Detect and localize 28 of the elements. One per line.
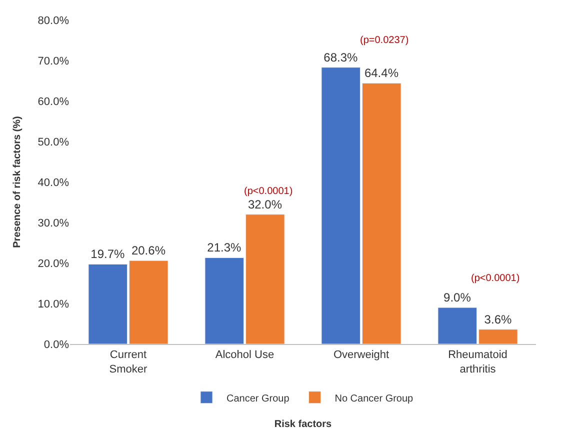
y-tick-label: 20.0% — [38, 258, 70, 270]
y-tick-label: 30.0% — [38, 217, 70, 230]
data-label: 64.4% — [364, 66, 399, 80]
y-axis-title: Presence of risk factors (%) — [12, 116, 23, 248]
annotation: (p<0.0001) — [244, 186, 293, 197]
y-tick-label: 40.0% — [38, 176, 70, 189]
x-axis-title: Risk factors — [274, 419, 332, 430]
annotation: (p<0.0001) — [471, 273, 520, 284]
data-label: 21.3% — [207, 240, 242, 255]
x-tick-label: Rheumatoid arthritis — [448, 349, 508, 376]
y-tick-label: 10.0% — [38, 298, 70, 310]
y-tick-label: 80.0% — [38, 14, 70, 27]
annotation: (p=0.0237) — [360, 35, 409, 46]
data-label: 3.6% — [484, 312, 512, 326]
y-tick-label: 0.0% — [44, 338, 70, 351]
y-tick-label: 60.0% — [38, 96, 70, 108]
data-label: 20.6% — [131, 244, 166, 258]
data-label: 19.7% — [90, 247, 126, 262]
data-label: 9.0% — [444, 290, 472, 305]
x-tick-label: Overweight — [333, 349, 390, 362]
x-tick-label: Alcohol Use — [215, 349, 274, 362]
x-tick-label: Current Smoker — [109, 349, 148, 376]
data-label: 32.0% — [248, 197, 282, 212]
y-tick-label: 70.0% — [38, 55, 70, 68]
data-label: 68.3% — [324, 50, 358, 64]
legend-label: No Cancer Group — [334, 393, 414, 404]
y-tick-label: 50.0% — [38, 136, 70, 148]
legend-label: Cancer Group — [226, 393, 290, 404]
